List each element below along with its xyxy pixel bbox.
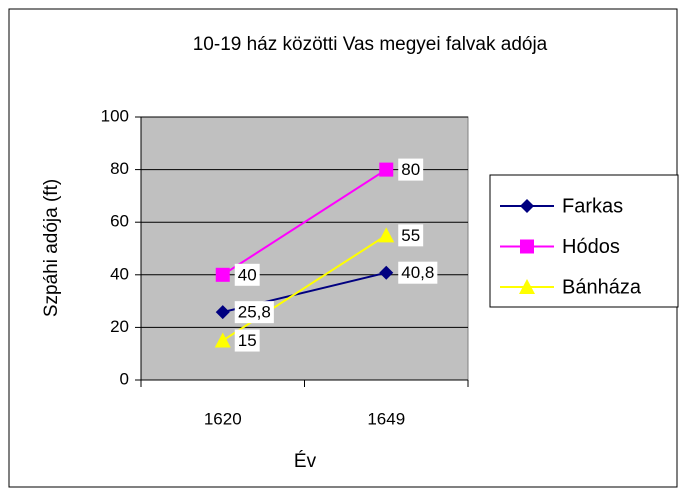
marker bbox=[379, 162, 394, 177]
marker bbox=[215, 267, 230, 282]
x-axis-label: Év bbox=[294, 451, 317, 472]
marker bbox=[520, 239, 534, 254]
y-tick-label: 40 bbox=[110, 264, 129, 283]
marker bbox=[519, 279, 535, 294]
legend-label: Farkas bbox=[562, 195, 623, 217]
y-tick-label: 0 bbox=[120, 369, 129, 388]
series-line bbox=[222, 168, 387, 276]
legend-label: Hódos bbox=[562, 236, 620, 258]
y-tick-label: 80 bbox=[110, 159, 129, 178]
marker bbox=[520, 199, 534, 213]
data-label: 25,8 bbox=[238, 303, 271, 322]
marker bbox=[379, 265, 394, 280]
y-axis-label: Szpáhi adója (ft) bbox=[41, 179, 62, 317]
y-tick-label: 60 bbox=[110, 212, 129, 231]
data-label: 55 bbox=[401, 226, 420, 245]
y-tick-label: 20 bbox=[110, 317, 129, 336]
x-tick-label: 1649 bbox=[367, 409, 405, 428]
y-tick-label: 100 bbox=[101, 106, 129, 125]
data-label-bg bbox=[398, 261, 438, 284]
data-label-bg bbox=[234, 301, 274, 324]
data-label-bg bbox=[234, 263, 260, 286]
x-tick-label: 1620 bbox=[204, 409, 242, 428]
legend-label: Bánháza bbox=[562, 276, 642, 298]
data-label: 40 bbox=[238, 265, 257, 284]
data-label: 15 bbox=[238, 331, 257, 350]
data-label: 80 bbox=[401, 160, 420, 179]
chart-title: 10-19 ház közötti Vas megyei falvak adój… bbox=[193, 34, 548, 55]
plot-area bbox=[140, 116, 469, 381]
marker bbox=[215, 305, 230, 320]
data-label-bg bbox=[398, 158, 424, 181]
marker bbox=[214, 332, 231, 348]
data-label-bg bbox=[398, 224, 424, 247]
data-label-bg bbox=[234, 329, 260, 352]
marker bbox=[378, 227, 395, 243]
data-label: 40,8 bbox=[401, 263, 434, 282]
